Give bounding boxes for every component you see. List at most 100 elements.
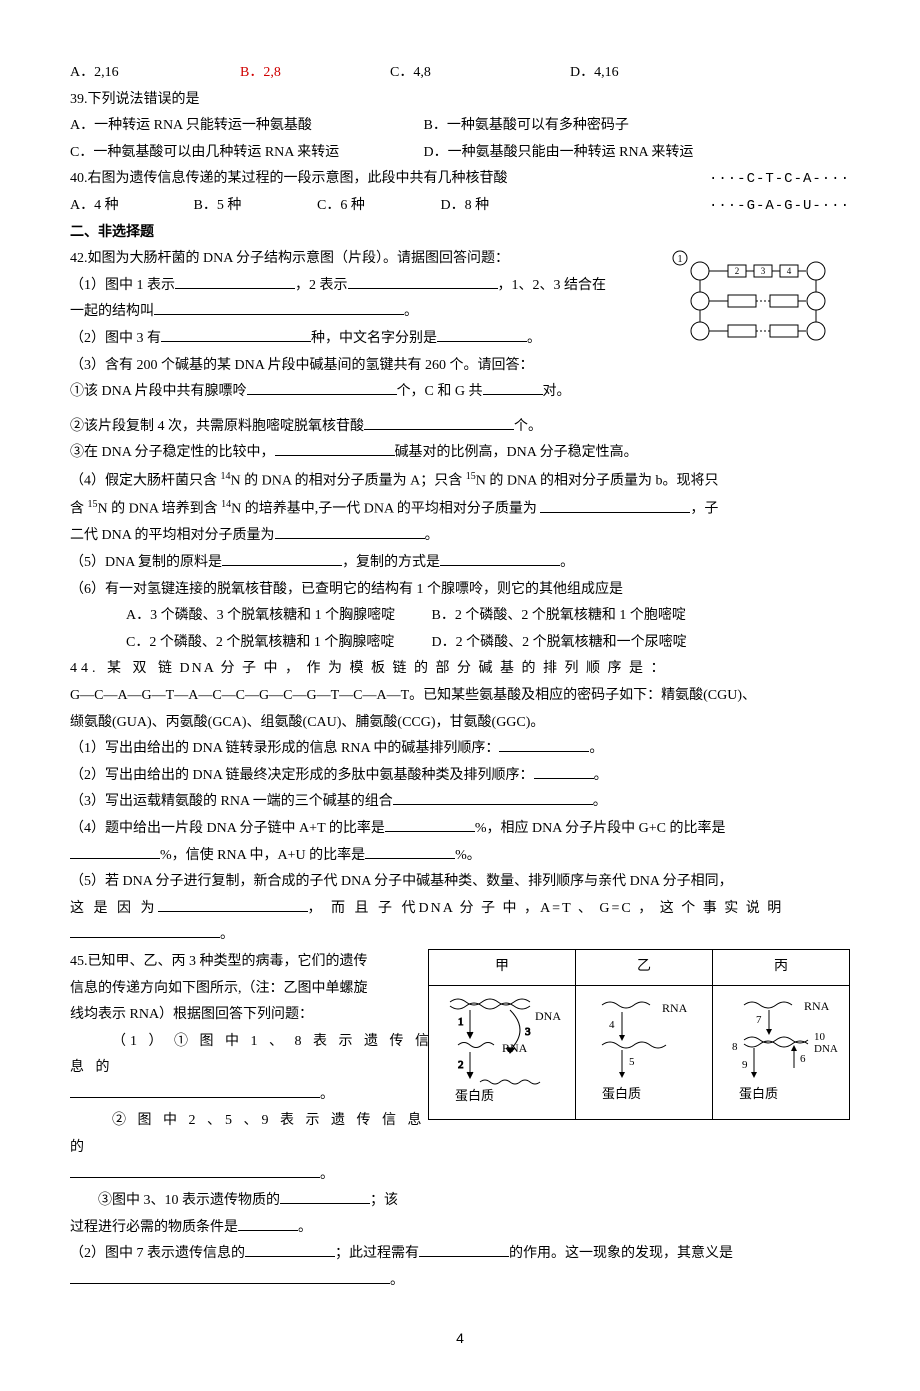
q42-p1b: ，2 表示 bbox=[295, 278, 348, 293]
t: 。 bbox=[298, 1220, 312, 1235]
q45-stem1: 45.已知甲、乙、丙 3 种类型的病毒，它们的遗传 bbox=[70, 949, 450, 976]
q42-block: 42.如图为大肠杆菌的 DNA 分子结构示意图（片段）。请据图回答问题： （1）… bbox=[70, 246, 850, 406]
t: 。 bbox=[220, 927, 234, 942]
q45-p2: （2）图中 7 表示遗传信息的；此过程需有的作用。这一现象的发现，其意义是 bbox=[70, 1241, 850, 1268]
virus-yi-svg: RNA 4 5 蛋白质 bbox=[587, 990, 702, 1105]
q42-p6-row1: A．3 个磷酸、3 个脱氧核糖和 1 个胸腺嘧啶 B．2 个磷酸、2 个脱氧核糖… bbox=[70, 603, 850, 630]
svg-text:1: 1 bbox=[458, 1016, 464, 1028]
blank bbox=[499, 737, 589, 752]
q42-p2c: 。 bbox=[527, 331, 541, 346]
blank bbox=[393, 790, 593, 805]
svg-text:5: 5 bbox=[629, 1056, 635, 1068]
t: （5）DNA 复制的原料是 bbox=[70, 555, 222, 570]
q42-p6d: D．2 个磷酸、2 个脱氧核糖和一个尿嘧啶 bbox=[432, 635, 687, 650]
q40-opt-b: B．5 种 bbox=[194, 193, 314, 220]
dna-structure-diagram: 1 2 3 4 bbox=[670, 246, 840, 366]
t: 。 bbox=[593, 794, 607, 809]
q42-p5: （5）DNA 复制的原料是 ，复制的方式是 。 bbox=[70, 550, 850, 577]
t: 二代 DNA 的平均相对分子质量为 bbox=[70, 528, 275, 543]
q39-opt-b: B．一种氨基酸可以有多种密码子 bbox=[424, 118, 629, 133]
t: 。 bbox=[320, 1087, 334, 1102]
blank bbox=[70, 1083, 320, 1098]
q45-stem3: 线均表示 RNA）根据图回答下列问题： bbox=[70, 1002, 450, 1029]
q44-p1: （1）写出由给出的 DNA 链转录形成的信息 RNA 中的碱基排列顺序：。 bbox=[70, 736, 850, 763]
t: 。 bbox=[390, 1273, 404, 1288]
t: DNA 分 子 中 ， 作 为 模 板 链 的 部 分 碱 基 的 排 列 顺 … bbox=[180, 661, 667, 676]
t: %，信使 RNA 中，A+U 的比率是 bbox=[160, 848, 365, 863]
q40-opt-c: C．6 种 bbox=[317, 193, 437, 220]
q42-p3-2a: ②该片段复制 4 次，共需原料胞嘧啶脱氧核苷酸 bbox=[70, 419, 364, 434]
q42-p3-1: ①该 DNA 片段中共有腺嘌呤 个，C 和 G 共 对。 bbox=[70, 379, 850, 406]
q44-p4: （4）题中给出一片段 DNA 分子链中 A+T 的比率是%，相应 DNA 分子片… bbox=[70, 816, 850, 843]
q42-p3-1a: ①该 DNA 片段中共有腺嘌呤 bbox=[70, 384, 247, 399]
q45-stem2: 信息的传递方向如下图所示,（注：乙图中单螺旋 bbox=[70, 976, 450, 1003]
q39-row1: A．一种转运 RNA 只能转运一种氨基酸 B．一种氨基酸可以有多种密码子 bbox=[70, 113, 850, 140]
q45-block: 45.已知甲、乙、丙 3 种类型的病毒，它们的遗传 信息的传递方向如下图所示,（… bbox=[70, 949, 850, 1188]
t: ；该 bbox=[370, 1193, 398, 1208]
t: %，相应 DNA 分子片段中 G+C 的比率是 bbox=[475, 821, 726, 836]
q44-seq: G—C—A—G—T—A—C—C—G—C—G—T—C—A—T。已知某些氨基酸及相应… bbox=[70, 683, 850, 710]
t: N 的 DNA 培养到含 bbox=[98, 502, 222, 517]
q42-p3-2: ②该片段复制 4 次，共需原料胞嘧啶脱氧核苷酸个。 bbox=[70, 414, 850, 441]
q44-p4b: %，信使 RNA 中，A+U 的比率是%。 bbox=[70, 843, 850, 870]
t: 。 bbox=[425, 528, 439, 543]
svg-text:1: 1 bbox=[678, 254, 683, 265]
q39-stem: 39.下列说法错误的是 bbox=[70, 87, 850, 114]
hdr-yi: 乙 bbox=[576, 949, 713, 985]
t: 。 bbox=[320, 1167, 334, 1182]
blank bbox=[70, 1269, 390, 1284]
hdr-jia: 甲 bbox=[429, 949, 576, 985]
section-2-title: 二、非选择题 bbox=[70, 220, 850, 247]
q45-p3c: 过程进行必需的物质条件是。 bbox=[70, 1215, 850, 1242]
q42-p1e: 。 bbox=[404, 304, 418, 319]
svg-text:4: 4 bbox=[609, 1019, 615, 1031]
blank bbox=[348, 274, 498, 289]
t: DNA 分 子 中 ， bbox=[419, 901, 541, 916]
q44-p5b: 这 是 因 为， 而 且 子 代DNA 分 子 中 ，A=T 、 G=C ， 这… bbox=[70, 896, 850, 923]
blank bbox=[419, 1242, 509, 1257]
blank bbox=[280, 1189, 370, 1204]
q40-seq-top: ···-C-T-C-A-··· bbox=[709, 171, 850, 187]
sup-15: 15 bbox=[88, 499, 98, 510]
q42-p3-3: ③在 DNA 分子稳定性的比较中，碱基对的比例高，DNA 分子稳定性高。 bbox=[70, 440, 850, 467]
blank bbox=[70, 1163, 320, 1178]
svg-text:7: 7 bbox=[756, 1014, 762, 1026]
svg-text:2: 2 bbox=[735, 266, 740, 276]
svg-text:DNA: DNA bbox=[814, 1043, 838, 1055]
q42-p3-1c: 对。 bbox=[543, 384, 571, 399]
q42-p3-3b: 碱基对的比例高，DNA 分子稳定性高。 bbox=[395, 445, 638, 460]
blank bbox=[161, 327, 311, 342]
t: （4）假定大肠杆菌只含 bbox=[70, 474, 221, 489]
q44-p2: （2）写出由给出的 DNA 链最终决定形成的多肽中氨基酸种类及排列顺序：。 bbox=[70, 763, 850, 790]
q45-virus-diagram: 甲 乙 丙 DNA 1 bbox=[428, 949, 850, 1120]
t: ，子 bbox=[690, 502, 718, 517]
blank bbox=[175, 274, 295, 289]
blank bbox=[540, 498, 690, 513]
t: ，复制的方式是 bbox=[342, 555, 440, 570]
blank bbox=[440, 551, 560, 566]
t: N 的培养基中,子一代 DNA 的平均相对分子质量为 bbox=[231, 502, 540, 517]
q42-p6-row2: C．2 个磷酸、2 个脱氧核糖和 1 个胸腺嘧啶 D．2 个磷酸、2 个脱氧核糖… bbox=[70, 630, 850, 657]
t: ， 而 且 子 代 bbox=[308, 901, 419, 916]
t: ③图中 3、10 表示遗传物质的 bbox=[98, 1193, 280, 1208]
blank bbox=[385, 817, 475, 832]
t: N 的 DNA 的相对分子质量为 A；只含 bbox=[231, 474, 466, 489]
q44-p3: （3）写出运载精氨酸的 RNA 一端的三个碱基的组合 。 bbox=[70, 789, 850, 816]
q38-opt-a: A．2,16 bbox=[70, 60, 240, 87]
q44-p5a: （5）若 DNA 分子进行复制，新合成的子代 DNA 分子中碱基种类、数量、排列… bbox=[70, 869, 850, 896]
q42-p4-l2: 含 15N 的 DNA 培养到含 14N 的培养基中,子一代 DNA 的平均相对… bbox=[70, 495, 850, 523]
virus-bing-svg: RNA 7 10 DNA 8 9 6 蛋白质 bbox=[724, 990, 839, 1105]
q42-p3-1b: 个，C 和 G 共 bbox=[397, 384, 483, 399]
svg-text:9: 9 bbox=[742, 1059, 748, 1071]
t: （3）写出运载精氨酸的 RNA 一端的三个碱基的组合 bbox=[70, 794, 393, 809]
q42-p2a: （2）图中 3 有 bbox=[70, 331, 161, 346]
q44-p5f: 。 bbox=[70, 922, 850, 949]
blank bbox=[364, 415, 514, 430]
blank bbox=[154, 300, 404, 315]
t: 。 bbox=[560, 555, 574, 570]
blank bbox=[245, 1242, 335, 1257]
blank bbox=[437, 327, 527, 342]
svg-text:蛋白质: 蛋白质 bbox=[739, 1086, 778, 1101]
q39-opt-c: C．一种氨基酸可以由几种转运 RNA 来转运 bbox=[70, 140, 420, 167]
page-number: 4 bbox=[70, 1325, 850, 1352]
